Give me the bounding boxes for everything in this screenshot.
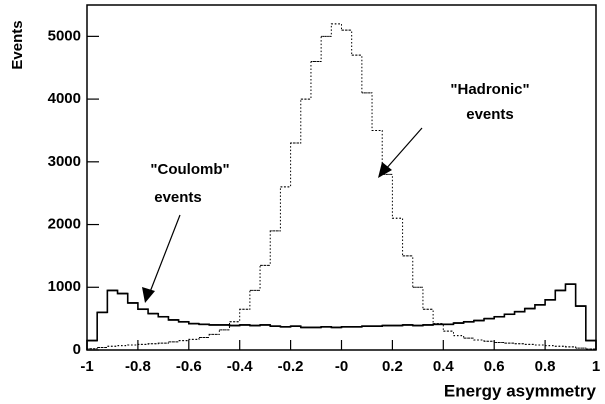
annotation: "Hadronic" bbox=[450, 81, 529, 98]
y-tick-label: 0 bbox=[73, 341, 81, 358]
x-tick-label: 1 bbox=[592, 358, 600, 375]
y-tick-label: 2000 bbox=[48, 216, 81, 233]
y-tick-label: 5000 bbox=[48, 27, 81, 44]
x-tick-label: -1 bbox=[80, 358, 93, 375]
x-tick-label: 0.8 bbox=[535, 358, 556, 375]
x-tick-label: 0.4 bbox=[433, 358, 455, 375]
x-axis-label: Energy asymmetry bbox=[444, 381, 597, 400]
annotation: "Coulomb" bbox=[150, 161, 229, 178]
histogram-outline bbox=[86, 23, 597, 350]
histogram-outline bbox=[86, 283, 597, 350]
x-tick-label: -0.6 bbox=[176, 358, 202, 375]
y-tick-label: 4000 bbox=[48, 90, 81, 107]
x-tick-label: -0 bbox=[335, 358, 348, 375]
annotation: events bbox=[466, 106, 514, 123]
y-tick-label: 1000 bbox=[48, 278, 81, 295]
arrows bbox=[142, 127, 423, 303]
x-tick-label: -0.2 bbox=[278, 358, 304, 375]
x-tick-label: 0.6 bbox=[484, 358, 505, 375]
y-tick-label: 3000 bbox=[48, 153, 81, 170]
x-tick-label: 0.2 bbox=[382, 358, 403, 375]
annotation: events bbox=[154, 189, 202, 206]
x-tick-label: -0.4 bbox=[227, 358, 254, 375]
y-axis-label: Events bbox=[9, 20, 26, 69]
x-tick-label: -0.8 bbox=[125, 358, 151, 375]
